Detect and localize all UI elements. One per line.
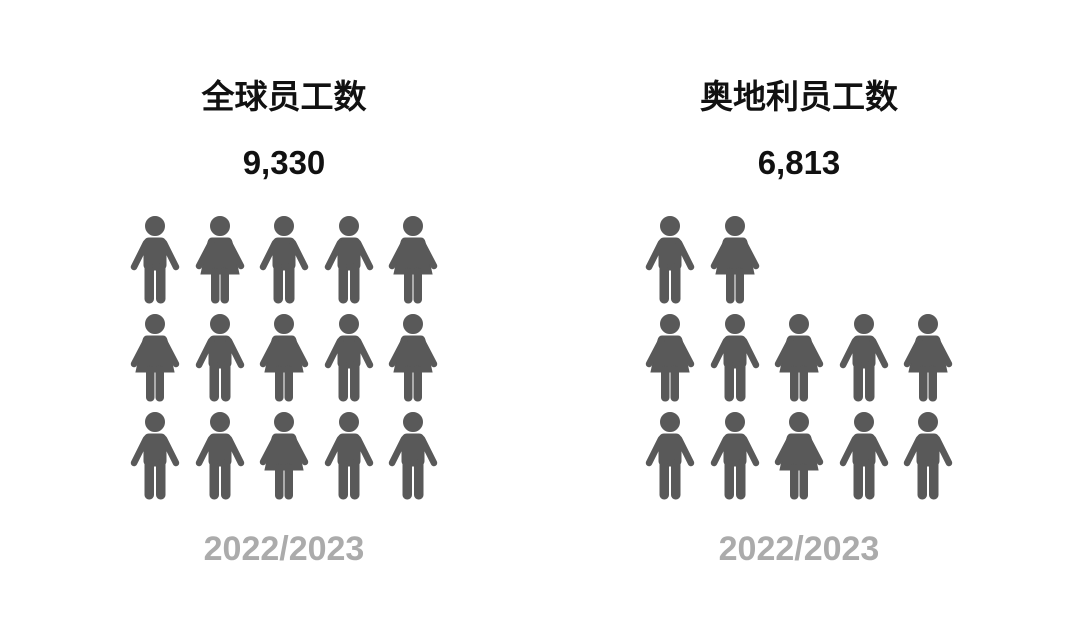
man-icon (323, 216, 375, 304)
man-icon (129, 412, 181, 500)
global-employees-panel: 全球员工数 9,330 2022/2023 (74, 0, 494, 627)
woman-icon (773, 412, 825, 500)
woman-icon (387, 314, 439, 402)
fiscal-year: 2022/2023 (718, 530, 880, 568)
employee-count: 6,813 (757, 144, 841, 181)
panel-title: 全球员工数 (201, 77, 367, 116)
woman-icon (258, 412, 310, 500)
woman-icon (773, 314, 825, 402)
austria-employees-panel: 奥地利员工数 6,813 2022/2023 (589, 0, 1009, 627)
man-icon (838, 412, 890, 500)
woman-icon (129, 314, 181, 402)
man-icon (387, 412, 439, 500)
woman-icon (194, 216, 246, 304)
man-icon (644, 412, 696, 500)
pictogram-grid (74, 216, 494, 506)
man-icon (838, 314, 890, 402)
woman-icon (709, 216, 761, 304)
man-icon (194, 412, 246, 500)
woman-icon (387, 216, 439, 304)
man-icon (902, 412, 954, 500)
man-icon (323, 314, 375, 402)
man-icon (258, 216, 310, 304)
man-icon (129, 216, 181, 304)
man-icon (709, 314, 761, 402)
pictogram-grid (589, 216, 1009, 506)
fiscal-year: 2022/2023 (203, 530, 365, 568)
man-icon (644, 216, 696, 304)
employee-count: 9,330 (242, 144, 326, 181)
woman-icon (644, 314, 696, 402)
man-icon (194, 314, 246, 402)
woman-icon (258, 314, 310, 402)
panel-title: 奥地利员工数 (700, 77, 898, 116)
man-icon (709, 412, 761, 500)
woman-icon (902, 314, 954, 402)
man-icon (323, 412, 375, 500)
